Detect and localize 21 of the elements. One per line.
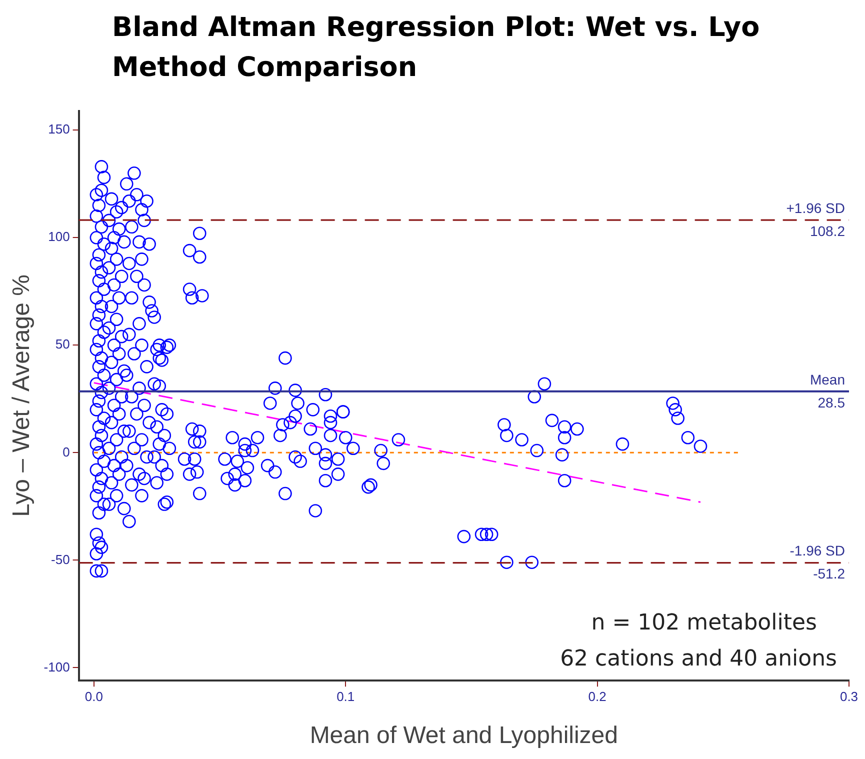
chart-title: Bland Altman Regression Plot: Wet vs. Lyo Method Comparison [112,11,761,85]
annotation: -51.2 [813,566,846,582]
annotation: 28.5 [818,394,846,410]
y-tick-label: 150 [48,122,70,137]
y-tick-label: -50 [51,552,70,567]
y-axis-title: Lyo – Wet / Average % [8,274,36,517]
x-tick-label: 0.1 [336,688,355,704]
x-axis-title: Mean of Wet and Lyophilized [310,722,618,750]
ref-line-label: -1.96 SD [790,542,845,559]
y-tick-label: 0 [62,444,70,460]
annotation: 108.2 [810,222,846,239]
y-tick-label: 100 [48,229,70,244]
annotation: n = 102 metabolites [591,610,817,636]
ref-line-label: +1.96 SD [786,200,845,216]
ref-line-label: Mean [810,371,845,388]
x-tick-label: 0.3 [840,688,858,704]
x-tick-label: 0.0 [84,688,103,704]
x-tick-label: 0.2 [588,688,606,704]
y-tick-label: -100 [44,659,70,674]
y-tick-label: 50 [55,336,70,352]
annotation: 62 cations and 40 anions [560,646,837,672]
